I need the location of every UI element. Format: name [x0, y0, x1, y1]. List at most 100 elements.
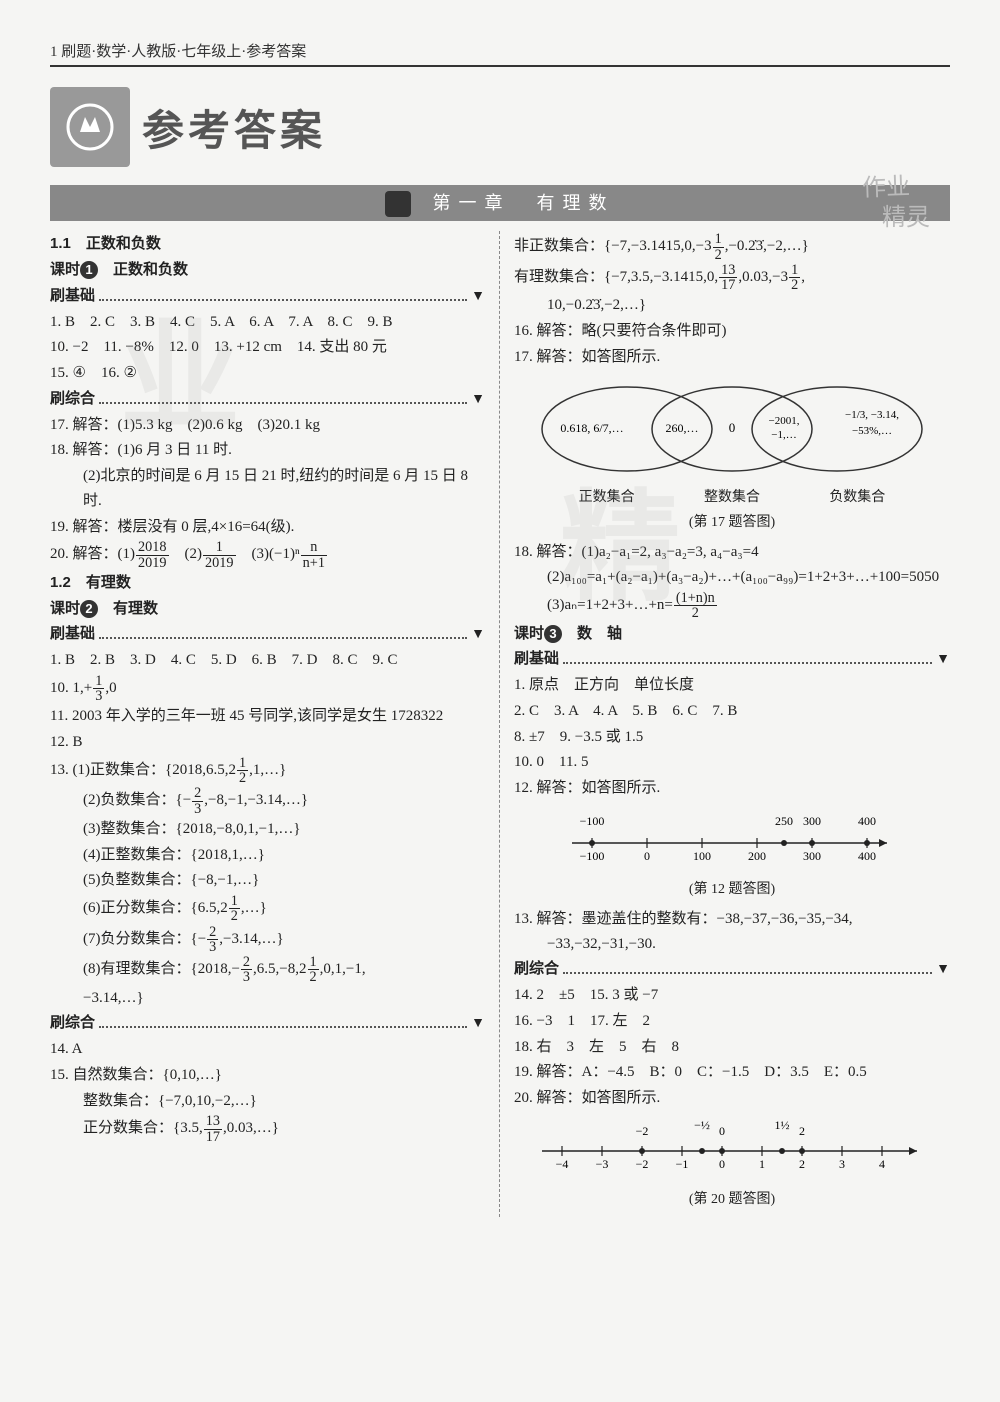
subsection-bar: 刷基础▼: [50, 284, 485, 309]
answer-line: 1. B 2. B 3. D 4. C 5. D 6. B 7. D 8. C …: [50, 648, 485, 673]
svg-text:0: 0: [644, 849, 650, 863]
lesson-heading: 课时1 正数和负数: [50, 258, 485, 283]
subsection-bar: 刷基础▼: [50, 622, 485, 647]
answer-line: 8. ±7 9. −3.5 或 1.5: [514, 725, 950, 750]
answer-line: 1. B 2. C 3. B 4. C 5. A 6. A 7. A 8. C …: [50, 310, 485, 335]
logo-icon: [50, 87, 130, 167]
lesson-heading: 课时2 有理数: [50, 597, 485, 622]
answer-line: (5)负整数集合：{−8,−1,…}: [50, 868, 485, 893]
answer-line: (3)aₙ=1+2+3+…+n=(1+n)n2: [514, 591, 950, 621]
answer-line: 19. 解答：A：−4.5 B：0 C：−1.5 D：3.5 E：0.5: [514, 1060, 950, 1085]
title-banner: 参考答案 作业 精灵: [50, 87, 950, 167]
answer-line: 14. A: [50, 1037, 485, 1062]
content-columns: 1.1 正数和负数 课时1 正数和负数 刷基础▼ 1. B 2. C 3. B …: [50, 231, 950, 1216]
answer-line: 10. 1,+13,0: [50, 674, 485, 704]
svg-text:0: 0: [719, 1124, 725, 1138]
answer-line: 有理数集合：{−7,3.5,−3.1415,0,1317,0.03,−312,: [514, 263, 950, 293]
answer-line: 10. 0 11. 5: [514, 750, 950, 775]
lesson-number-icon: 1: [80, 261, 98, 279]
svg-text:200: 200: [748, 849, 766, 863]
answer-line: (2)负数集合：{−23,−8,−1,−3.14,…}: [50, 786, 485, 816]
svg-text:1½: 1½: [775, 1118, 790, 1132]
answer-line: 12. 解答：如答图所示.: [514, 776, 950, 801]
venn-labels: 正数集合 整数集合 负数集合: [514, 486, 950, 509]
answer-line: (4)正整数集合：{2018,1,…}: [50, 843, 485, 868]
svg-text:4: 4: [879, 1157, 885, 1171]
section-heading: 1.1 正数和负数: [50, 232, 485, 257]
answer-line: 13. 解答：墨迹盖住的整数有：−38,−37,−36,−35,−34, −33…: [514, 907, 950, 957]
answer-line: 1. 原点 正方向 单位长度: [514, 673, 950, 698]
answer-line: 2. C 3. A 4. A 5. B 6. C 7. B: [514, 699, 950, 724]
page-title: 参考答案: [142, 97, 326, 158]
svg-text:−2001,: −2001,: [769, 415, 800, 427]
section-heading: 1.2 有理数: [50, 571, 485, 596]
answer-line: (7)负分数集合：{−23,−3.14,…}: [50, 925, 485, 955]
lesson-number-icon: 3: [544, 625, 562, 643]
svg-text:−1/3, −3.14,: −1/3, −3.14,: [845, 409, 899, 421]
svg-text:300: 300: [803, 849, 821, 863]
answer-line: 19. 解答：楼层没有 0 层,4×16=64(级).: [50, 515, 485, 540]
svg-text:2: 2: [799, 1124, 805, 1138]
answer-line: 正分数集合：{3.5,1317,0.03,…}: [50, 1114, 485, 1144]
answer-line: 整数集合：{−7,0,10,−2,…}: [50, 1089, 485, 1114]
svg-text:400: 400: [858, 849, 876, 863]
answer-line: (6)正分数集合：{6.5,212,…}: [50, 894, 485, 924]
subsection-bar: 刷综合▼: [50, 387, 485, 412]
svg-text:−53%,…: −53%,…: [852, 425, 892, 437]
svg-text:0.618, 6/7,…: 0.618, 6/7,…: [560, 421, 623, 435]
lesson-heading: 课时3 数 轴: [514, 622, 950, 647]
answer-line: 10,−0.2̇3̇,−2,…}: [514, 293, 950, 318]
svg-text:−3: −3: [596, 1157, 609, 1171]
svg-text:1: 1: [759, 1157, 765, 1171]
answer-line: −3.14,…}: [50, 986, 485, 1011]
number-line-20: −2 −½0 1½2 −4−3−2 −101 234: [532, 1115, 932, 1184]
subsection-bar: 刷综合▼: [50, 1011, 485, 1036]
svg-text:−100: −100: [580, 849, 605, 863]
answer-line: 20. 解答：如答图所示.: [514, 1086, 950, 1111]
svg-text:400: 400: [858, 814, 876, 828]
page-header: 1 刷题·数学·人教版·七年级上·参考答案: [50, 40, 950, 67]
answer-line: 13. (1)正数集合：{2018,6.5,212,1,…}: [50, 756, 485, 786]
chapter-icon: [385, 191, 411, 217]
svg-text:100: 100: [693, 849, 711, 863]
right-column: 非正数集合：{−7,−3.1415,0,−312,−0.2̇3̇,−2,…} 有…: [500, 231, 950, 1216]
svg-text:0: 0: [729, 420, 736, 435]
answer-line: 17. 解答：如答图所示.: [514, 345, 950, 370]
venn-diagram: 0.618, 6/7,… 260,… 0 −2001, −1,… −1/3, −…: [532, 374, 932, 484]
answer-line: 20. 解答：(1)20182019 (2)12019 (3)(−1)ⁿnn+1: [50, 540, 485, 570]
lesson-number-icon: 2: [80, 600, 98, 618]
subsection-bar: 刷综合▼: [514, 957, 950, 982]
svg-text:3: 3: [839, 1157, 845, 1171]
chapter-title: 第一章 有理数: [433, 193, 615, 213]
watermark-text: 精灵: [882, 197, 930, 232]
svg-text:0: 0: [719, 1157, 725, 1171]
svg-text:250: 250: [775, 814, 793, 828]
answer-line: 15. ④ 16. ②: [50, 361, 485, 386]
svg-text:−2: −2: [636, 1124, 649, 1138]
figure-caption: (第 17 题答图): [514, 511, 950, 534]
answer-line: 18. 解答：(1)a₂−a₁=2, a₃−a₂=3, a₄−a₃=4: [514, 540, 950, 565]
svg-text:−4: −4: [556, 1157, 569, 1171]
answer-line: 14. 2 ±5 15. 3 或 −7: [514, 983, 950, 1008]
answer-line: 非正数集合：{−7,−3.1415,0,−312,−0.2̇3̇,−2,…}: [514, 232, 950, 262]
answer-line: 11. 2003 年入学的三年一班 45 号同学,该同学是女生 1728322: [50, 704, 485, 729]
figure-caption: (第 12 题答图): [514, 878, 950, 901]
svg-text:260,…: 260,…: [666, 421, 699, 435]
answer-line: (3)整数集合：{2018,−8,0,1,−1,…}: [50, 817, 485, 842]
answer-line: 17. 解答：(1)5.3 kg (2)0.6 kg (3)20.1 kg: [50, 413, 485, 438]
svg-text:−2: −2: [636, 1157, 649, 1171]
svg-text:−½: −½: [694, 1118, 710, 1132]
figure-caption: (第 20 题答图): [514, 1188, 950, 1211]
answer-line: (2)北京的时间是 6 月 15 日 21 时,纽约的时间是 6 月 15 日 …: [50, 464, 485, 514]
svg-text:−1: −1: [676, 1157, 689, 1171]
answer-line: 16. −3 1 17. 左 2: [514, 1009, 950, 1034]
answer-line: (2)a₁₀₀=a₁+(a₂−a₁)+(a₃−a₂)+…+(a₁₀₀−a₉₉)=…: [514, 565, 950, 590]
answer-line: 10. −2 11. −8% 12. 0 13. +12 cm 14. 支出 8…: [50, 335, 485, 360]
left-column: 1.1 正数和负数 课时1 正数和负数 刷基础▼ 1. B 2. C 3. B …: [50, 231, 500, 1216]
chapter-bar: 第一章 有理数: [50, 185, 950, 221]
answer-line: 18. 解答：(1)6 月 3 日 11 时.: [50, 438, 485, 463]
svg-text:−100: −100: [580, 814, 605, 828]
answer-line: 12. B: [50, 730, 485, 755]
svg-text:−1,…: −1,…: [771, 429, 796, 441]
answer-line: 15. 自然数集合：{0,10,…}: [50, 1063, 485, 1088]
